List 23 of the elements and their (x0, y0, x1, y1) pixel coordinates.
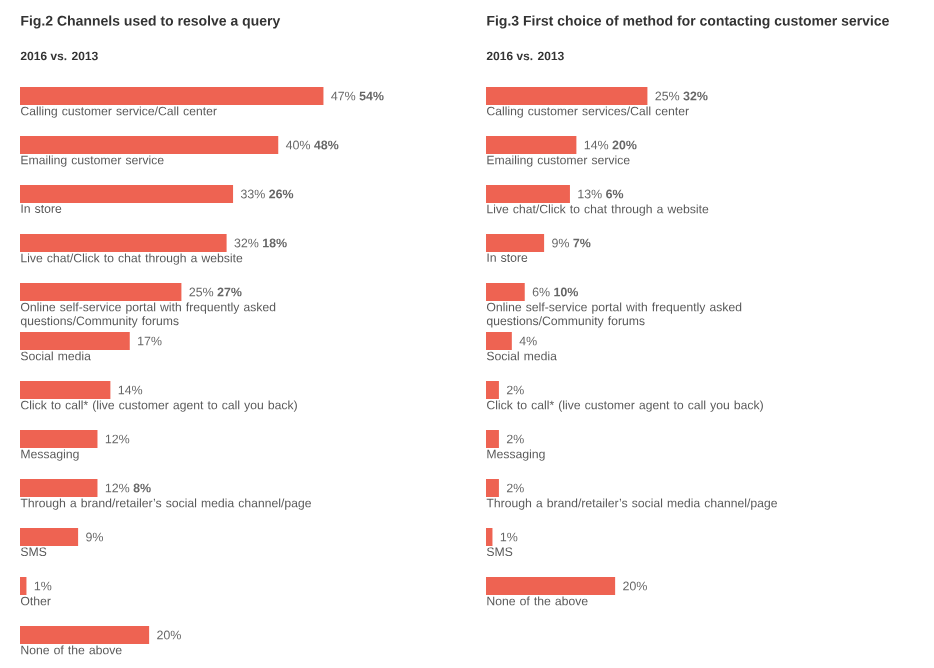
bar (20, 136, 279, 154)
bar (486, 430, 499, 448)
bar (20, 332, 130, 350)
bar (20, 381, 111, 400)
bar (486, 479, 499, 498)
bar (20, 234, 227, 252)
bar (20, 430, 98, 449)
bar (20, 626, 150, 645)
bar (486, 381, 499, 399)
bar (20, 577, 27, 596)
bar (486, 577, 616, 596)
bar (20, 87, 324, 105)
bar (486, 87, 648, 105)
bar (486, 283, 525, 301)
bar (486, 136, 577, 154)
bar (486, 332, 512, 350)
bar (486, 234, 545, 252)
bar (20, 479, 98, 498)
bar (20, 185, 234, 203)
bar (20, 283, 182, 301)
bar (486, 528, 493, 547)
bar (486, 185, 570, 203)
bar (20, 528, 79, 547)
